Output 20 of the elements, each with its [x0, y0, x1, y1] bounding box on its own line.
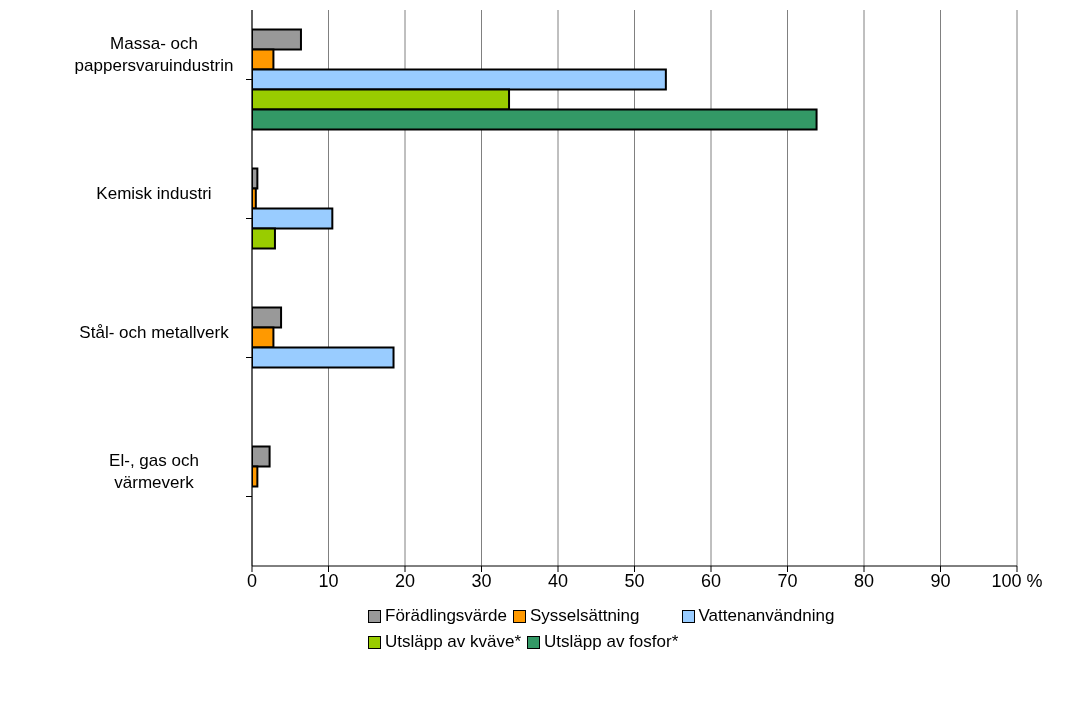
legend-label: Förädlingsvärde	[384, 606, 507, 626]
y-tick-label: Stål- och metallverk	[79, 322, 230, 342]
x-tick-label: 40	[547, 570, 569, 591]
x-tick-label: 20	[394, 570, 416, 591]
x-tick-label: 50	[624, 570, 645, 591]
x-tick-label: 70	[777, 570, 798, 591]
y-tick-label: El-, gas och värmeverk	[109, 450, 199, 492]
legend-label: Sysselsättning	[528, 606, 640, 626]
x-tick-label: 0	[246, 570, 258, 591]
x-tick-label: 30	[471, 570, 492, 591]
y-tick-label: Kemisk industri	[96, 183, 212, 203]
legend-label: Utsläpp av fosfor*	[543, 632, 679, 652]
x-tick-label: 100 %	[991, 570, 1043, 591]
x-tick-label: 10	[318, 570, 339, 591]
x-tick-label: 60	[700, 570, 722, 591]
x-tick-label: 80	[853, 570, 875, 591]
x-tick-label: 90	[930, 570, 951, 591]
y-tick-label: Massa- och pappersvaruindustrin	[74, 33, 234, 75]
legend-label: Vattenanvändning	[697, 606, 835, 626]
legend-label: Utsläpp av kväve*	[384, 632, 522, 652]
